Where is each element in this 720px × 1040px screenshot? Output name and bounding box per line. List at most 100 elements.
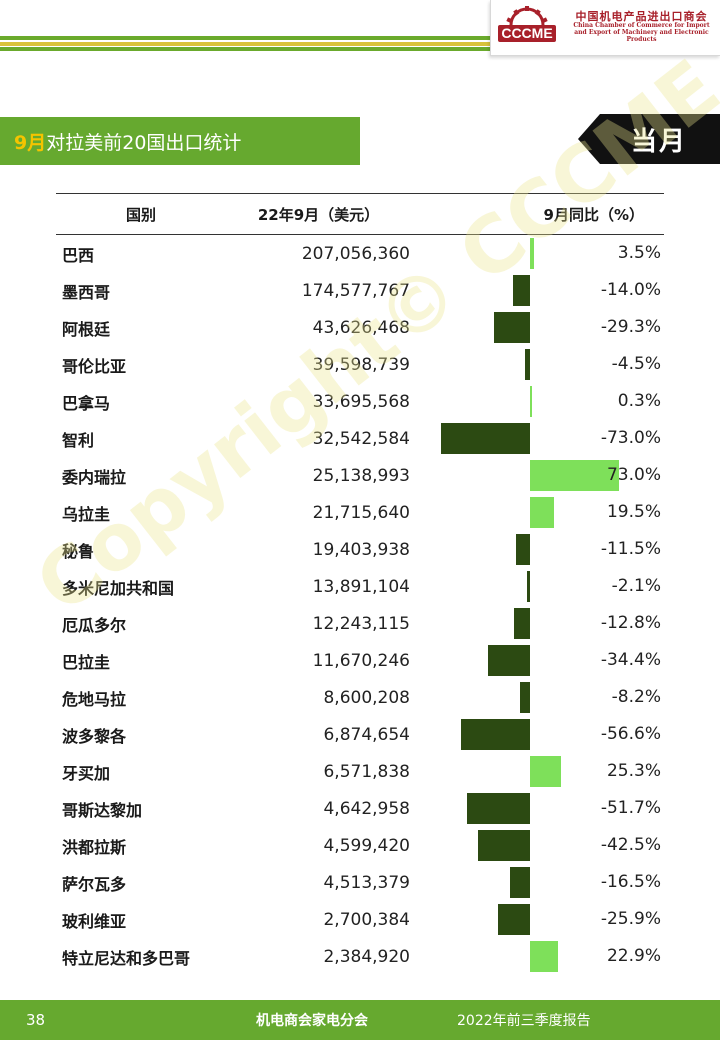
footer-report: 2022年前三季度报告 <box>457 1013 591 1029</box>
yoy-cell: 3.5% <box>411 235 664 272</box>
country-name: 巴拿马 <box>62 393 111 413</box>
country-name: 危地马拉 <box>62 689 127 709</box>
export-value: 6,874,654 <box>323 724 410 745</box>
export-value: 25,138,993 <box>312 465 410 486</box>
export-value: 4,599,420 <box>323 835 410 856</box>
yoy-bar <box>509 867 530 898</box>
country-name: 玻利维亚 <box>62 911 127 931</box>
table-row: 牙买加 6,571,838 25.3% <box>56 753 664 790</box>
yoy-bar <box>527 571 530 602</box>
export-value: 2,700,384 <box>323 909 410 930</box>
country-name: 阿根廷 <box>62 319 111 339</box>
table-row: 多米尼加共和国 13,891,104 -2.1% <box>56 568 664 605</box>
yoy-bar <box>466 793 530 824</box>
yoy-bar <box>494 312 530 343</box>
stripe-yellow <box>0 42 490 46</box>
country-name: 智利 <box>62 430 95 450</box>
stripe-green <box>0 36 490 40</box>
yoy-bar <box>512 275 530 306</box>
yoy-cell: 0.3% <box>411 383 664 420</box>
header-country: 国别 <box>125 205 156 224</box>
table-body: 巴西 207,056,360 3.5% 墨西哥 174,577,767 -14.0% 阿根廷… <box>56 235 664 975</box>
country-name: 牙买加 <box>62 763 111 783</box>
yoy-cell: -51.7% <box>411 790 664 827</box>
export-value: 174,577,767 <box>301 280 410 301</box>
title-text: 对拉美前20国出口统计 <box>46 131 242 154</box>
yoy-cell: -73.0% <box>411 420 664 457</box>
yoy-cell: 22.9% <box>411 938 664 975</box>
yoy-bar <box>515 534 530 565</box>
yoy-percent: 0.3% <box>617 391 661 411</box>
country-name: 委内瑞拉 <box>62 467 127 487</box>
yoy-cell: -12.8% <box>411 605 664 642</box>
country-name: 巴拉圭 <box>62 652 111 672</box>
yoy-percent: -2.1% <box>611 576 661 596</box>
yoy-percent: 73.0% <box>606 465 661 485</box>
table-row: 巴拉圭 11,670,246 -34.4% <box>56 642 664 679</box>
export-value: 39,598,739 <box>312 354 410 375</box>
yoy-bar <box>530 497 554 528</box>
yoy-cell: -14.0% <box>411 272 664 309</box>
export-value: 4,513,379 <box>323 872 410 893</box>
yoy-bar <box>530 756 561 787</box>
yoy-cell: -34.4% <box>411 642 664 679</box>
current-month-tag: 当月 <box>578 114 720 164</box>
cccme-logo: CCCME 中国机电产品进出口商会 China Chamber of Comme… <box>490 0 720 56</box>
table-row: 巴拿马 33,695,568 0.3% <box>56 383 664 420</box>
yoy-percent: -11.5% <box>600 539 661 559</box>
yoy-percent: -29.3% <box>600 317 661 337</box>
yoy-bar <box>498 904 530 935</box>
yoy-cell: 25.3% <box>411 753 664 790</box>
yoy-percent: 19.5% <box>606 502 661 522</box>
yoy-bar <box>530 238 535 269</box>
table-row: 哥伦比亚 39,598,739 -4.5% <box>56 346 664 383</box>
yoy-cell: -16.5% <box>411 864 664 901</box>
logo-en-line1: China Chamber of Commerce for Import <box>573 22 710 30</box>
yoy-cell: -42.5% <box>411 827 664 864</box>
yoy-bar <box>530 386 532 417</box>
footer-org: 机电商会家电分会 <box>256 1013 368 1029</box>
yoy-percent: 25.3% <box>606 761 661 781</box>
header-stripes <box>0 0 720 60</box>
country-name: 多米尼加共和国 <box>62 578 175 598</box>
table-row: 危地马拉 8,600,208 -8.2% <box>56 679 664 716</box>
export-value: 207,056,360 <box>301 243 410 264</box>
table-row: 萨尔瓦多 4,513,379 -16.5% <box>56 864 664 901</box>
current-month-tag-label: 当月 <box>630 126 687 157</box>
country-name: 洪都拉斯 <box>62 837 127 857</box>
table-row: 巴西 207,056,360 3.5% <box>56 235 664 272</box>
country-name: 哥伦比亚 <box>62 356 127 376</box>
yoy-bar <box>530 941 558 972</box>
table-row: 波多黎各 6,874,654 -56.6% <box>56 716 664 753</box>
yoy-percent: -56.6% <box>600 724 661 744</box>
yoy-bar <box>514 608 530 639</box>
yoy-percent: -25.9% <box>600 909 661 929</box>
table-row: 洪都拉斯 4,599,420 -42.5% <box>56 827 664 864</box>
yoy-bar <box>519 682 530 713</box>
country-name: 巴西 <box>62 245 95 265</box>
country-name: 特立尼达和多巴哥 <box>62 948 191 968</box>
country-name: 乌拉圭 <box>62 504 111 524</box>
table-row: 乌拉圭 21,715,640 19.5% <box>56 494 664 531</box>
export-value: 19,403,938 <box>312 539 410 560</box>
title-month: 9月 <box>14 131 47 154</box>
logo-en-line2: and Export of Machinery and Electronic P… <box>574 29 709 44</box>
logo-cn-name: 中国机电产品进出口商会 <box>575 9 708 23</box>
section-title: 9月 对拉美前20国出口统计 <box>0 117 360 165</box>
export-value: 4,642,958 <box>323 798 410 819</box>
table-row: 阿根廷 43,626,468 -29.3% <box>56 309 664 346</box>
yoy-bar <box>460 719 530 750</box>
export-table: 国别 22年9月（美元） 9月同比（%） 巴西 207,056,360 3.5% 墨西… <box>56 193 664 975</box>
table-row: 特立尼达和多巴哥 2,384,920 22.9% <box>56 938 664 975</box>
yoy-cell: -25.9% <box>411 901 664 938</box>
export-value: 8,600,208 <box>323 687 410 708</box>
country-name: 墨西哥 <box>62 282 111 302</box>
table-row: 智利 32,542,584 -73.0% <box>56 420 664 457</box>
yoy-percent: -51.7% <box>600 798 661 818</box>
yoy-percent: -73.0% <box>600 428 661 448</box>
yoy-bar <box>440 423 530 454</box>
export-value: 32,542,584 <box>312 428 410 449</box>
logo-mark-text: CCCME <box>501 25 552 41</box>
export-value: 43,626,468 <box>312 317 410 338</box>
export-value: 11,670,246 <box>312 650 410 671</box>
